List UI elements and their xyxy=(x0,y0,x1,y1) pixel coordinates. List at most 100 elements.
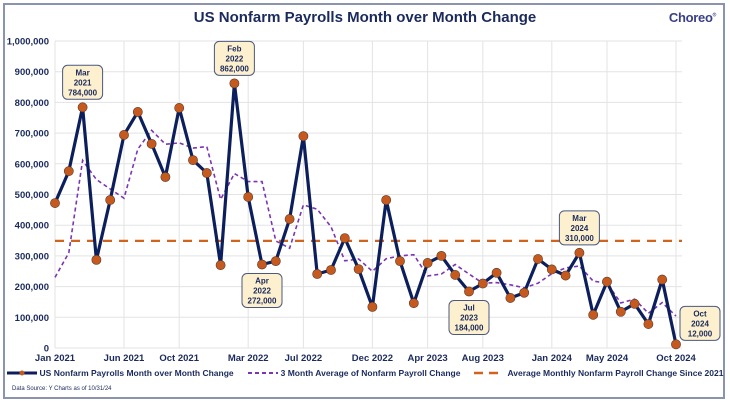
x-tick-label: Aug 2023 xyxy=(462,353,504,364)
payrolls-series xyxy=(50,78,681,350)
three-month-average-series xyxy=(54,129,677,317)
data-point xyxy=(422,258,433,268)
data-point xyxy=(546,264,557,275)
logo-text: Choreo xyxy=(668,10,713,25)
callout-box xyxy=(448,300,490,336)
data-point xyxy=(298,131,309,142)
callout-text: 12,000 xyxy=(688,329,713,338)
callout-text: Mar xyxy=(75,68,89,77)
data-point xyxy=(408,298,419,309)
x-tick-label: Mar 2022 xyxy=(228,353,269,364)
data-point xyxy=(505,293,516,303)
data-point xyxy=(353,264,364,275)
data-point xyxy=(270,256,281,267)
legend-item-payrolls: US Nonfarm Payrolls Month over Month Cha… xyxy=(6,368,234,378)
callout-box xyxy=(558,210,600,246)
legend-item-overall-average: Average Monthly Nonfarm Payroll Change S… xyxy=(474,368,723,378)
data-point xyxy=(643,319,654,329)
data-point xyxy=(574,247,585,258)
data-point xyxy=(174,103,185,113)
callout-text: Feb xyxy=(227,44,241,53)
x-tick-label: Jan 2021 xyxy=(35,353,76,364)
x-axis-ticks: Jan 2021 Jun 2021 Oct 2021 Mar 2022 Jul 2022… xyxy=(35,353,697,364)
data-point xyxy=(491,267,502,278)
callout-text: 2023 xyxy=(460,314,478,323)
callout-text: 2022 xyxy=(253,286,271,295)
data-point xyxy=(160,172,171,182)
data-point xyxy=(671,339,681,350)
x-tick-label: Oct 2024 xyxy=(656,353,696,364)
data-point xyxy=(119,130,129,140)
data-point xyxy=(132,107,143,117)
data-point xyxy=(215,260,226,271)
x-tick-label: Jan 2024 xyxy=(532,353,573,364)
callout-text: 862,000 xyxy=(220,64,249,73)
callout-text: 184,000 xyxy=(455,324,484,333)
data-point xyxy=(533,254,543,264)
y-tick-label: 900,000 xyxy=(15,67,49,78)
data-point xyxy=(602,276,612,287)
legend-item-3mo-average: 3 Month Average of Nonfarm Payroll Chang… xyxy=(247,368,461,378)
three-month-average-line xyxy=(54,129,677,317)
data-point xyxy=(63,166,74,177)
dashed-purple-line-icon xyxy=(247,372,278,374)
data-point xyxy=(436,250,447,261)
grid-lines xyxy=(54,40,682,349)
x-tick-label: Apr 2023 xyxy=(408,353,448,364)
callout-text: 2024 xyxy=(691,319,709,328)
callout-box xyxy=(213,40,255,76)
x-tick-label: Oct 2021 xyxy=(159,353,199,364)
legend-label-3mo-average: 3 Month Average of Nonfarm Payroll Chang… xyxy=(280,368,461,378)
callout-box xyxy=(241,272,283,308)
y-tick-label: 500,000 xyxy=(15,190,49,201)
data-point xyxy=(188,155,198,166)
payrolls-line-marker-icon xyxy=(6,370,37,376)
y-tick-label: 100,000 xyxy=(15,313,49,324)
legend: US Nonfarm Payrolls Month over Month Cha… xyxy=(0,368,730,378)
callout-box xyxy=(679,305,721,341)
callout-text: 2021 xyxy=(74,78,92,87)
data-point xyxy=(477,278,488,289)
data-point xyxy=(450,270,461,280)
data-point xyxy=(657,274,668,285)
choreo-logo: Choreo® xyxy=(668,10,716,25)
dashed-orange-line-icon xyxy=(474,371,505,375)
y-tick-label: 800,000 xyxy=(15,98,49,109)
data-point xyxy=(50,198,60,208)
data-point xyxy=(257,259,267,270)
callout-text: 2024 xyxy=(571,224,589,233)
data-point xyxy=(339,233,350,243)
data-point xyxy=(615,306,626,317)
y-axis-ticks: 0 100,000 200,000 300,000 400,000 500,000 600,… xyxy=(7,37,49,355)
callout-text: 310,000 xyxy=(565,234,594,243)
data-point xyxy=(105,195,116,205)
data-point xyxy=(588,309,599,320)
data-point xyxy=(519,287,530,298)
legend-label-overall-average: Average Monthly Nonfarm Payroll Change S… xyxy=(507,368,724,378)
callout-text: Oct xyxy=(693,309,707,318)
data-point xyxy=(560,270,571,281)
x-tick-label: Jun 2021 xyxy=(104,353,145,364)
y-tick-label: 600,000 xyxy=(15,159,49,170)
y-tick-label: 300,000 xyxy=(15,251,49,262)
chart-title: US Nonfarm Payrolls Month over Month Cha… xyxy=(193,9,537,26)
data-point xyxy=(629,298,640,309)
data-point xyxy=(312,269,323,279)
data-point xyxy=(243,192,254,202)
y-tick-label: 1,000,000 xyxy=(7,37,49,48)
data-point xyxy=(367,301,378,312)
callout-text: 272,000 xyxy=(248,296,277,305)
data-point xyxy=(381,195,392,205)
payrolls-line xyxy=(53,81,678,345)
x-tick-label: Jul 2022 xyxy=(285,353,323,364)
data-point xyxy=(91,254,102,265)
callout-text: 784,000 xyxy=(68,88,97,97)
callout-text: 2022 xyxy=(226,54,244,63)
x-tick-label: May 2024 xyxy=(586,353,629,364)
data-point xyxy=(326,265,336,275)
y-tick-label: 200,000 xyxy=(15,282,49,293)
